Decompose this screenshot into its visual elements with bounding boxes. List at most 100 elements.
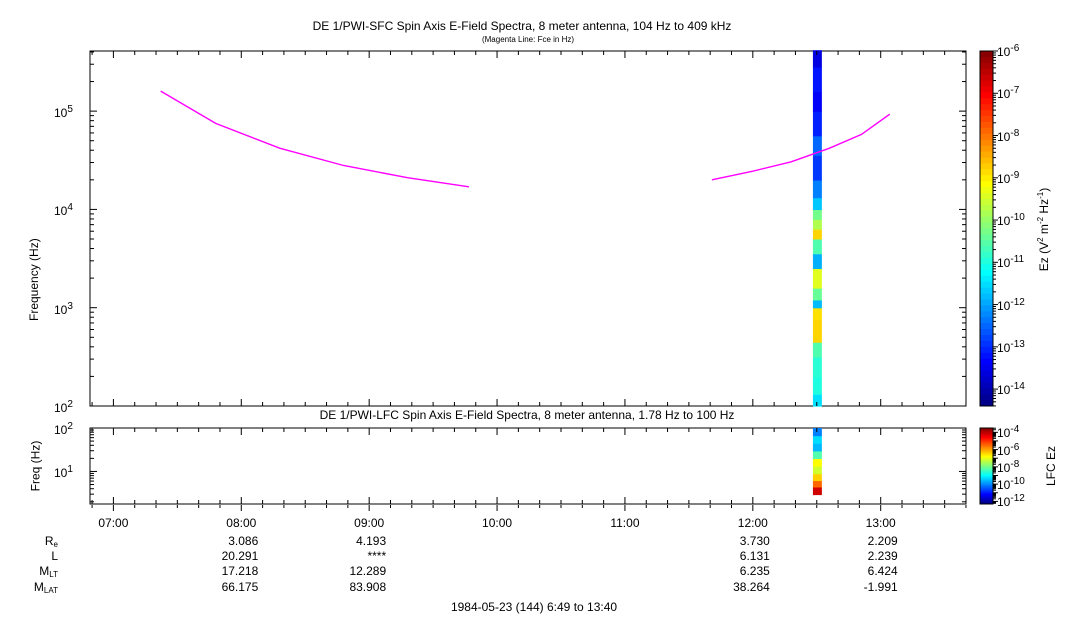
ephemeris-row-label: Re [45, 534, 58, 552]
lfc-spectrum-cell [812, 435, 822, 444]
sfc-colorbar-tick-label: 10-9 [997, 169, 1019, 186]
cbar-label-exp2: -2 [1036, 216, 1046, 225]
lfc-colorbar-cell [980, 435, 993, 438]
lfc-colorbar-tick-label-exp: -8 [1010, 458, 1020, 470]
sfc-colorbar-tick-label-exp: -12 [1010, 296, 1025, 308]
ephemeris-row-label: L [51, 549, 58, 563]
lfc-colorbar-tick-label: 10-4 [997, 423, 1019, 440]
fce-line-segment [711, 113, 891, 181]
lfc-colorbar-cell [980, 438, 993, 440]
lfc-colorbar-cell [980, 473, 993, 476]
sfc-colorbar-tick-label-base: 10 [997, 129, 1011, 144]
sfc-colorbar-cell [980, 92, 993, 99]
sfc-colorbar-tick-label-base: 10 [997, 383, 1011, 398]
sfc-subtitle: (Magenta Line: Fce in Hz) [481, 35, 575, 44]
ephemeris-value: -1.991 [863, 580, 898, 594]
ephemeris-value: 6.131 [739, 549, 770, 563]
sfc-colorbar-cell [980, 98, 993, 105]
lfc-colorbar-cell [980, 477, 993, 480]
sfc-ytick-label-base: 10 [54, 302, 68, 317]
lfc-spectrum-cell [812, 450, 822, 459]
sfc-colorbar-cell [980, 335, 993, 342]
sfc-ytick-label: 102 [54, 398, 73, 415]
cbar-label-part3: Hz [1037, 198, 1052, 217]
sfc-colorbar-cell [980, 252, 993, 259]
sfc-colorbar-cell [980, 116, 993, 123]
lfc-colorbar-cell [980, 439, 993, 442]
sfc-colorbar-cell [980, 305, 993, 312]
cbar-label-part1: Ez (V [1037, 241, 1052, 272]
sfc-spectrum-cell [812, 229, 822, 240]
sfc-colorbar-tick-label-exp: -11 [1010, 254, 1025, 266]
sfc-colorbar-cell [980, 323, 993, 330]
ephemeris-value: 20.291 [221, 549, 259, 563]
sfc-colorbar-cell [980, 68, 993, 76]
sfc-colorbar-tick-label-exp: -14 [1010, 381, 1025, 393]
sfc-ytick-label-exp: 4 [67, 202, 73, 214]
sfc-colorbar-tick-label-base: 10 [997, 45, 1011, 59]
sfc-colorbar-cell [980, 157, 993, 164]
sfc-spectrum-cell [812, 356, 822, 378]
sfc-colorbar-cell [980, 204, 993, 212]
lfc-colorbar-cell [980, 434, 993, 437]
lfc-ylabel: Freq (Hz) [28, 440, 43, 492]
sfc-colorbar-tick-label-base: 10 [997, 298, 1011, 313]
lfc-colorbar-cell [980, 479, 993, 482]
lfc-colorbar-cell [980, 430, 993, 433]
sfc-ytick-label-exp: 5 [67, 104, 73, 116]
lfc-spectrum-cell [812, 473, 822, 482]
sfc-colorbar-cell [980, 151, 993, 158]
lfc-colorbar-cell [980, 431, 993, 434]
sfc-ytick-label-base: 10 [54, 204, 68, 219]
lfc-colorbar-cell [980, 466, 993, 468]
ephemeris-value: 3.086 [228, 534, 259, 548]
ephemeris-value: **** [367, 549, 387, 563]
sfc-colorbar-cell [980, 122, 993, 129]
lfc-colorbar-tick-label-exp: -10 [1010, 476, 1025, 488]
lfc-colorbar-cell [980, 471, 993, 473]
sfc-colorbar-cell [980, 145, 993, 153]
ephemeris-label-main: M [39, 564, 50, 578]
footer-time-range: 1984-05-23 (144) 6:49 to 13:40 [450, 600, 618, 614]
lfc-colorbar-cell [980, 454, 993, 457]
sfc-colorbar-cell [980, 281, 993, 289]
lfc-colorbar-cell [980, 482, 993, 485]
sfc-colorbar-cell [980, 382, 993, 389]
lfc-spectrum-cell [812, 443, 822, 452]
sfc-colorbar-cell [980, 311, 993, 318]
sfc-colorbar-tick-label: 10-6 [997, 42, 1019, 59]
sfc-spectrum-cell [812, 66, 822, 93]
sfc-colorbar-cell [980, 370, 993, 377]
sfc-colorbar-cell [980, 234, 993, 241]
sfc-colorbar-cell [980, 175, 993, 182]
lfc-colorbar-tick-label-exp: -12 [1010, 493, 1025, 505]
sfc-colorbar-cell [980, 388, 993, 395]
sfc-colorbar-cell [980, 74, 993, 82]
lfc-colorbar-cell [980, 497, 993, 500]
lfc-colorbar-tick-label: 10-6 [997, 441, 1019, 458]
cbar-label-exp3: -1 [1036, 191, 1046, 199]
ephemeris-label-main: R [44, 534, 54, 548]
ephemeris-value: 4.193 [356, 534, 387, 548]
lfc-colorbar-cell [980, 493, 993, 496]
sfc-colorbar-tick-label-base: 10 [997, 340, 1011, 355]
sfc-colorbar-tick-label: 10-8 [997, 127, 1019, 144]
sfc-colorbar-cell [980, 127, 993, 135]
lfc-spectrum-cell [812, 428, 822, 437]
sfc-ylabel: Frequency (Hz) [27, 238, 41, 321]
sfc-colorbar-cell [980, 51, 993, 58]
lfc-colorbar-cell [980, 444, 993, 447]
sfc-colorbar-cell [980, 139, 993, 147]
lfc-ytick-label-exp: 1 [67, 464, 73, 476]
sfc-colorbar-cell [980, 169, 993, 176]
sfc-ytick-label-base: 10 [54, 106, 68, 121]
sfc-spectrum-cell [812, 288, 822, 301]
lfc-colorbar-cell [980, 474, 993, 477]
lfc-colorbar-cell [980, 469, 993, 472]
sfc-colorbar-tick-label: 10-13 [997, 338, 1025, 355]
lfc-spectrum-cell [812, 466, 822, 475]
lfc-ytick-label-base: 10 [54, 466, 68, 481]
sfc-colorbar-tick-label-exp: -13 [1010, 338, 1025, 350]
sfc-colorbar-tick-label: 10-7 [997, 84, 1019, 101]
